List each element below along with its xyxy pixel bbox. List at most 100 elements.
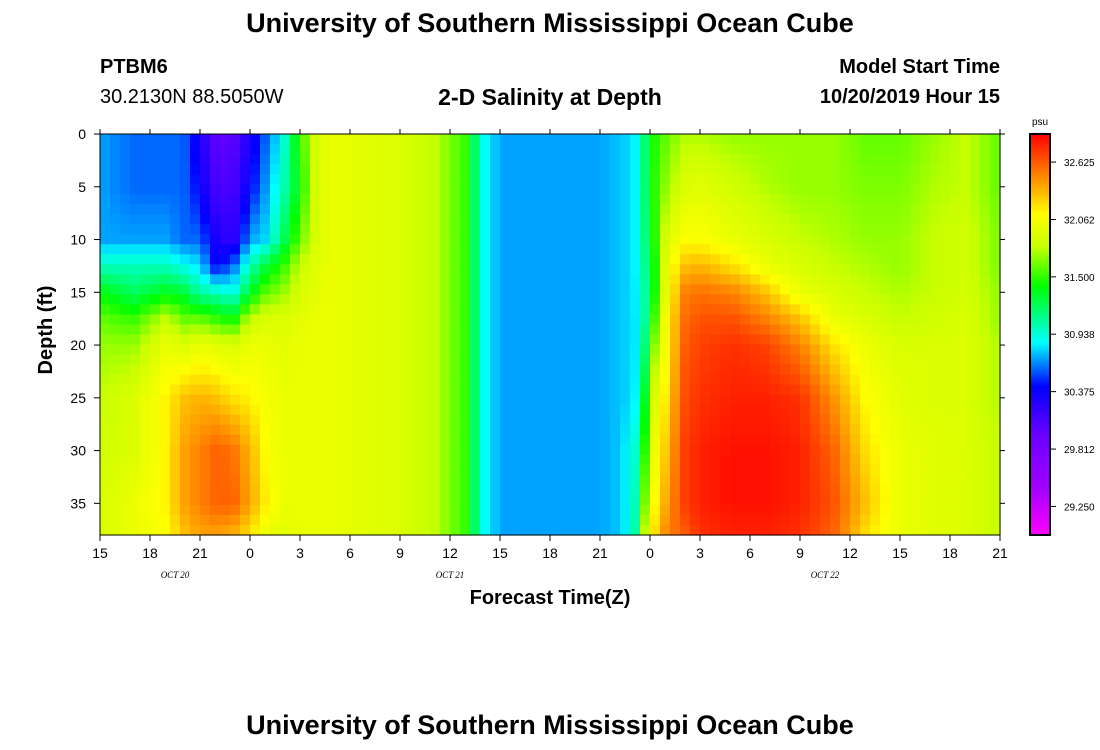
heatmap-cell	[880, 334, 891, 346]
heatmap-cell	[590, 384, 601, 396]
heatmap-cell	[370, 264, 381, 275]
heatmap-cell	[420, 484, 431, 496]
heatmap-cell	[120, 474, 131, 486]
heatmap-cell	[450, 134, 461, 145]
heatmap-cell	[860, 504, 871, 516]
heatmap-cell	[920, 214, 931, 225]
heatmap-cell	[910, 414, 921, 426]
heatmap-cell	[700, 134, 711, 145]
heatmap-cell	[650, 404, 661, 416]
heatmap-cell	[580, 204, 591, 215]
page-title: University of Southern Mississippi Ocean…	[246, 8, 854, 38]
heatmap-cell	[100, 384, 111, 396]
heatmap-cell	[380, 354, 391, 366]
heatmap-cell	[200, 144, 211, 155]
heatmap-cell	[470, 164, 481, 175]
heatmap-cell	[910, 214, 921, 225]
heatmap-cell	[210, 414, 221, 426]
heatmap-cell	[420, 444, 431, 456]
heatmap-cell	[170, 164, 181, 175]
heatmap-cell	[650, 144, 661, 155]
heatmap-cell	[620, 254, 631, 265]
heatmap-cell	[270, 234, 281, 245]
heatmap-cell	[300, 444, 311, 456]
heatmap-cell	[730, 514, 741, 526]
heatmap-cell	[840, 134, 851, 145]
heatmap-cell	[720, 144, 731, 155]
heatmap-cell	[970, 424, 981, 436]
heatmap-cell	[260, 204, 271, 215]
heatmap-cell	[260, 524, 271, 536]
heatmap-cell	[990, 324, 1001, 336]
heatmap-cell	[600, 224, 611, 235]
heatmap-cell	[470, 154, 481, 165]
heatmap-cell	[800, 154, 811, 165]
heatmap-cell	[110, 194, 121, 205]
heatmap-cell	[400, 154, 411, 165]
heatmap-cell	[990, 164, 1001, 175]
heatmap-cell	[540, 374, 551, 386]
heatmap-cell	[670, 144, 681, 155]
heatmap-cell	[370, 514, 381, 526]
heatmap-cell	[740, 484, 751, 496]
heatmap-cell	[630, 344, 641, 356]
heatmap-cell	[510, 384, 521, 396]
heatmap-cell	[360, 484, 371, 496]
heatmap-cell	[780, 374, 791, 386]
heatmap-cell	[450, 314, 461, 326]
heatmap-cell	[370, 504, 381, 516]
heatmap-cell	[110, 414, 121, 426]
heatmap-cell	[100, 364, 111, 376]
heatmap-cell	[330, 514, 341, 526]
heatmap-cell	[900, 244, 911, 255]
heatmap-cell	[250, 444, 261, 456]
heatmap-cell	[860, 284, 871, 296]
heatmap-cell	[530, 214, 541, 225]
heatmap-cell	[460, 404, 471, 416]
heatmap-cell	[550, 274, 561, 285]
heatmap-cell	[120, 314, 131, 326]
heatmap-cell	[910, 394, 921, 406]
heatmap-cell	[190, 254, 201, 265]
heatmap-cell	[170, 314, 181, 326]
heatmap-cell	[210, 234, 221, 245]
heatmap-cell	[580, 354, 591, 366]
heatmap-cell	[730, 474, 741, 486]
heatmap-cell	[900, 344, 911, 356]
heatmap-cell	[830, 344, 841, 356]
heatmap-cell	[840, 204, 851, 215]
heatmap-cell	[830, 524, 841, 536]
heatmap-cell	[450, 204, 461, 215]
heatmap-cell	[410, 264, 421, 275]
heatmap-cell	[330, 474, 341, 486]
heatmap-cell	[710, 344, 721, 356]
heatmap-cell	[600, 214, 611, 225]
heatmap-cell	[710, 184, 721, 195]
heatmap-cell	[990, 344, 1001, 356]
heatmap-cell	[610, 394, 621, 406]
heatmap-cell	[890, 324, 901, 336]
heatmap-cell	[770, 424, 781, 436]
heatmap-cell	[600, 194, 611, 205]
heatmap-cell	[880, 234, 891, 245]
heatmap-cell	[110, 334, 121, 346]
heatmap-cell	[770, 254, 781, 265]
heatmap-cell	[270, 454, 281, 466]
heatmap-cell	[910, 294, 921, 306]
heatmap-cell	[590, 154, 601, 165]
heatmap-cell	[510, 174, 521, 185]
heatmap-cell	[910, 504, 921, 516]
heatmap-cell	[390, 494, 401, 506]
heatmap-cell	[890, 154, 901, 165]
heatmap-cell	[610, 464, 621, 476]
heatmap-cell	[130, 314, 141, 326]
heatmap-cell	[220, 444, 231, 456]
heatmap-cell	[900, 314, 911, 326]
heatmap-cell	[270, 154, 281, 165]
heatmap-cell	[420, 134, 431, 145]
heatmap-cell	[590, 494, 601, 506]
heatmap-cell	[770, 404, 781, 416]
heatmap-cell	[440, 184, 451, 195]
heatmap-cell	[940, 364, 951, 376]
heatmap-cell	[150, 444, 161, 456]
